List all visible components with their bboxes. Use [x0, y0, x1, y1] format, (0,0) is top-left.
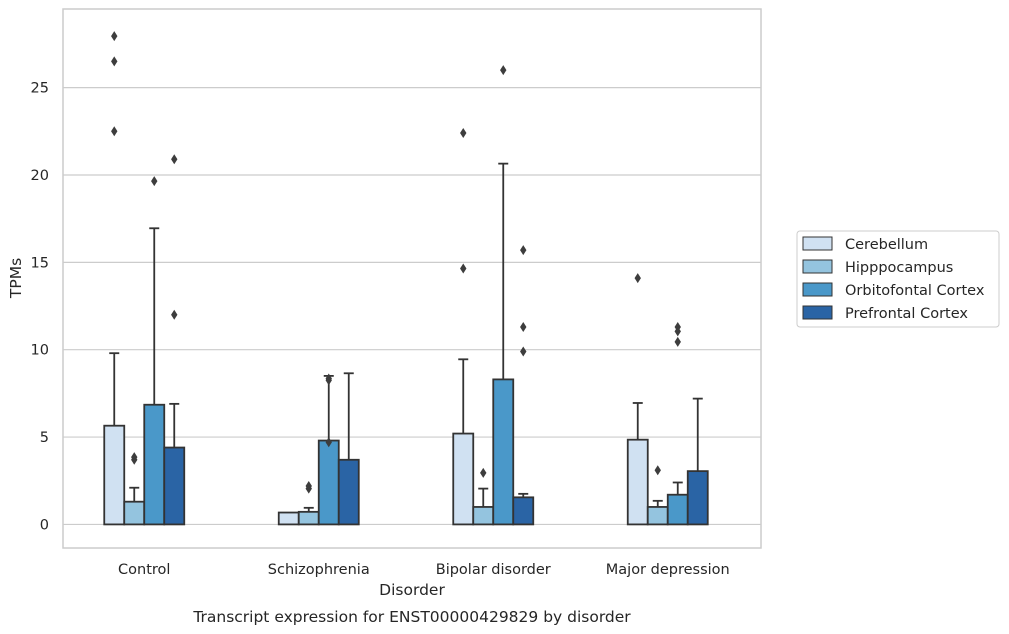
bar — [626, 438, 649, 526]
outlier-point — [654, 465, 661, 476]
error-bars — [109, 162, 703, 512]
bar — [317, 439, 340, 526]
bars — [103, 378, 709, 526]
x-axis-label: Disorder — [379, 581, 445, 599]
legend-entry: Prefrontal Cortex — [845, 306, 968, 322]
bar — [337, 458, 360, 526]
bar — [123, 500, 146, 526]
bar — [512, 496, 535, 526]
y-tick-label: 20 — [31, 168, 49, 184]
outlier-point — [151, 176, 158, 187]
y-tick-label: 10 — [31, 343, 49, 359]
outlier-point — [305, 480, 312, 491]
bar — [163, 446, 186, 526]
bar — [472, 506, 495, 526]
bar — [452, 432, 475, 526]
outlier-point — [131, 452, 138, 463]
x-tick-label: Schizophrenia — [268, 562, 370, 578]
outlier-point — [460, 263, 467, 274]
legend-entry: Orbitofontal Cortex — [845, 283, 985, 299]
outlier-points — [111, 31, 681, 494]
bar — [666, 493, 689, 526]
outlier-point — [674, 336, 681, 347]
y-tick-label: 5 — [40, 430, 49, 446]
outlier-point — [500, 65, 507, 76]
x-tick-label: Major depression — [606, 562, 730, 578]
bar — [492, 378, 515, 526]
legend: Cerebellum Hipppocampus Orbitofontal Corte… — [796, 230, 1000, 328]
bar — [297, 510, 320, 526]
outlier-point — [111, 126, 118, 137]
bar — [686, 470, 709, 526]
outlier-point — [171, 154, 178, 165]
legend-swatch — [802, 282, 833, 297]
y-tick-label: 25 — [31, 81, 49, 97]
outlier-point — [520, 346, 527, 357]
outlier-point — [520, 321, 527, 332]
y-tick-label: 15 — [31, 255, 49, 271]
outlier-point — [634, 273, 641, 284]
legend-swatch — [802, 236, 833, 251]
bar — [646, 506, 669, 526]
y-tick-label: 0 — [40, 517, 49, 533]
outlier-point — [325, 373, 332, 384]
y-axis-ticks: 0 5 10 15 20 25 — [31, 81, 49, 534]
outlier-point — [674, 321, 681, 332]
y-axis-label: TPMs — [7, 258, 25, 299]
x-tick-label: Bipolar disorder — [436, 562, 551, 578]
legend-entry: Hipppocampus — [845, 260, 953, 276]
outlier-point — [460, 128, 467, 139]
x-tick-label: Control — [118, 562, 170, 578]
legend-swatch — [802, 259, 833, 274]
outlier-point — [520, 245, 527, 256]
bar — [143, 403, 166, 526]
outlier-point — [111, 56, 118, 67]
outlier-point — [171, 309, 178, 320]
legend-swatch — [802, 305, 833, 320]
legend-entry: Cerebellum — [845, 237, 928, 253]
outlier-point — [325, 437, 332, 448]
bar — [277, 511, 300, 526]
legend-box — [796, 230, 1000, 328]
chart-caption: Transcript expression for ENST0000042982… — [192, 608, 631, 626]
outlier-point — [111, 31, 118, 42]
bar — [103, 424, 126, 526]
x-axis-ticks: Control Schizophrenia Bipolar disorder Majo… — [118, 562, 730, 578]
outlier-point — [480, 467, 487, 478]
